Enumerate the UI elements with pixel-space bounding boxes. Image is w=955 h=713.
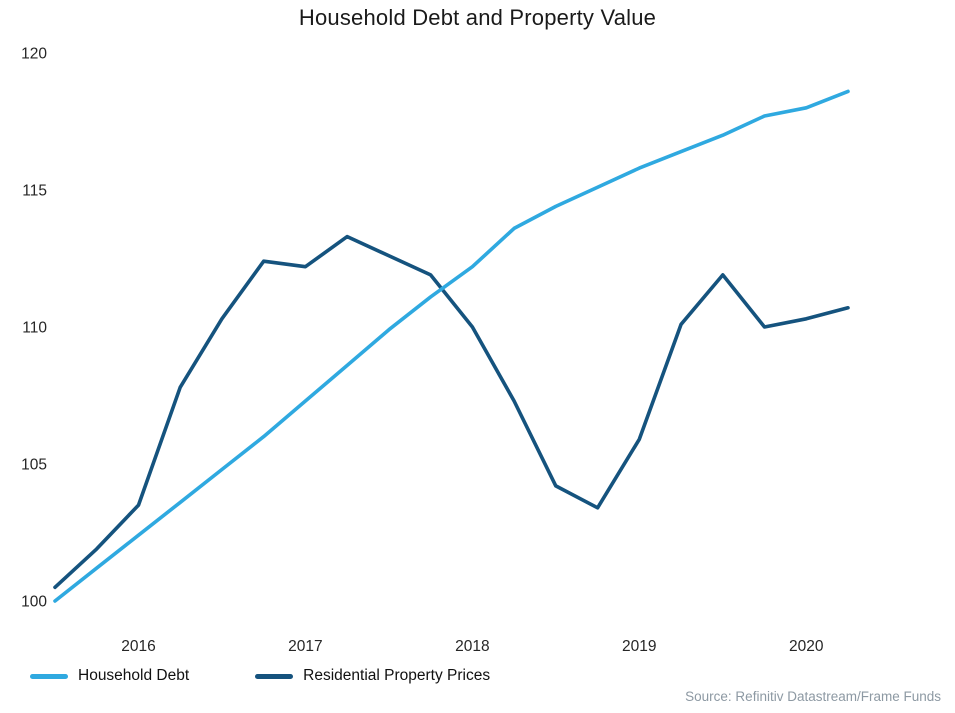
x-tick-label: 2020 bbox=[789, 638, 824, 655]
y-tick-label: 105 bbox=[21, 457, 47, 474]
y-tick-label: 100 bbox=[21, 594, 47, 611]
legend-item-household-debt: Household Debt bbox=[30, 667, 189, 685]
x-tick-label: 2016 bbox=[121, 638, 155, 655]
x-tick-label: 2019 bbox=[622, 638, 656, 655]
series-line-residential-property-prices bbox=[53, 234, 850, 590]
x-tick-label: 2017 bbox=[288, 638, 322, 655]
legend-swatch-property-prices bbox=[255, 673, 294, 679]
legend-swatch-household-debt bbox=[30, 673, 68, 679]
legend-label-property-prices: Residential Property Prices bbox=[303, 667, 491, 684]
legend-label-household-debt: Household Debt bbox=[78, 667, 190, 684]
y-tick-label: 120 bbox=[21, 46, 47, 63]
y-tick-label: 115 bbox=[22, 183, 47, 200]
series-line-household-debt bbox=[53, 89, 850, 603]
y-tick-label: 110 bbox=[22, 320, 47, 337]
legend-item-property-prices: Residential Property Prices bbox=[255, 667, 490, 685]
source-credit: Source: Refinitiv Datastream/Frame Funds bbox=[685, 689, 941, 704]
x-tick-label: 2018 bbox=[455, 638, 489, 655]
chart-title: Household Debt and Property Value bbox=[298, 5, 657, 30]
legend: Household Debt Residential Property Pric… bbox=[30, 667, 490, 685]
